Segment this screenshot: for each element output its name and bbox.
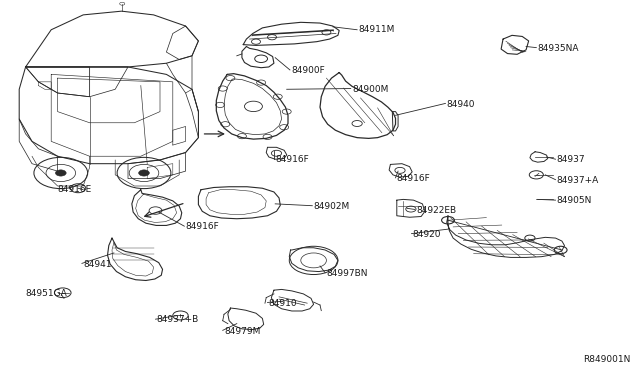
Text: 84916E: 84916E (58, 185, 92, 194)
Text: 84940: 84940 (447, 100, 476, 109)
Text: 84937: 84937 (557, 155, 586, 164)
Text: 84910: 84910 (269, 299, 298, 308)
Text: 84916F: 84916F (275, 155, 309, 164)
Text: 84905N: 84905N (557, 196, 592, 205)
Text: 84941: 84941 (83, 260, 112, 269)
Text: 84920: 84920 (413, 230, 442, 239)
Text: 84937+B: 84937+B (157, 315, 199, 324)
Text: 84951GA: 84951GA (26, 289, 67, 298)
Text: 84922EB: 84922EB (416, 206, 456, 215)
Text: 84916F: 84916F (186, 222, 220, 231)
Text: 84935NA: 84935NA (538, 44, 579, 53)
Circle shape (139, 170, 149, 176)
Text: R849001N: R849001N (583, 355, 630, 364)
Text: 84911M: 84911M (358, 25, 395, 34)
Text: 84916F: 84916F (397, 174, 431, 183)
Text: 84937+A: 84937+A (557, 176, 599, 185)
Text: 84900M: 84900M (352, 85, 388, 94)
Text: 84997BN: 84997BN (326, 269, 368, 278)
Text: 84902M: 84902M (314, 202, 350, 211)
Text: 84900F: 84900F (291, 66, 325, 75)
Circle shape (56, 170, 66, 176)
Text: 84979M: 84979M (224, 327, 260, 336)
